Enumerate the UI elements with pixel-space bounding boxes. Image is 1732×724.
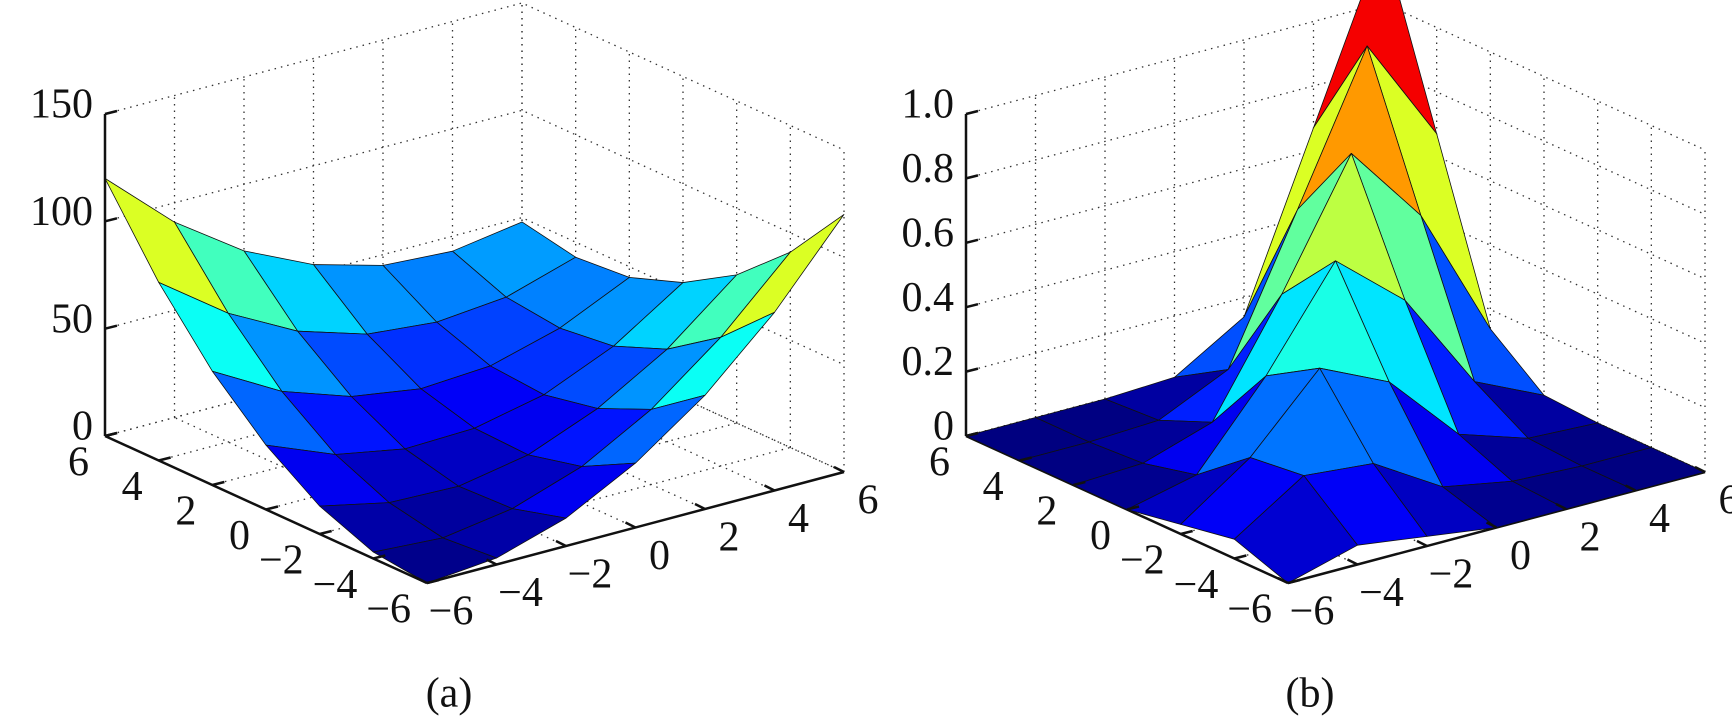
grid-line	[965, 259, 1706, 409]
x-tick	[1416, 539, 1428, 548]
y-tick	[212, 480, 225, 487]
z-tick	[104, 109, 118, 116]
x-tick-label: 2	[1580, 515, 1601, 561]
y-tick	[158, 456, 171, 462]
z-tick-label: 100	[30, 189, 93, 235]
y-tick-label: 4	[983, 464, 1004, 510]
y-tick-label: 6	[68, 440, 89, 486]
y-tick	[265, 505, 279, 511]
z-tick	[104, 217, 118, 223]
x-tick-label: −4	[498, 570, 543, 616]
z-tick-label: 0	[72, 404, 93, 450]
grid-line	[965, 66, 1706, 215]
x-tick	[1555, 502, 1567, 511]
y-tick	[373, 554, 386, 560]
x-tick-label: 0	[649, 533, 670, 579]
z-tick	[965, 174, 979, 180]
z-tick-label: 50	[51, 296, 93, 342]
y-tick	[319, 529, 332, 536]
y-tick	[1126, 505, 1140, 511]
x-tick-label: −6	[429, 589, 474, 635]
grid-line	[965, 131, 1706, 280]
x-tick	[1624, 484, 1637, 492]
z-tick	[965, 367, 979, 373]
caption: (b)	[1286, 671, 1335, 717]
x-tick-label: −6	[1290, 589, 1335, 635]
z-tick-label: 1.0	[902, 82, 955, 128]
x-tick	[1346, 558, 1359, 566]
grid-line	[965, 195, 1706, 344]
y-tick	[426, 578, 440, 585]
y-tick-label: −2	[259, 538, 304, 584]
x-tick	[555, 539, 567, 548]
x-tick	[485, 558, 498, 566]
z-tick-label: 0	[933, 404, 954, 450]
grid-line	[104, 109, 845, 258]
x-tick	[1277, 576, 1289, 585]
x-tick	[416, 576, 428, 585]
y-tick	[1180, 529, 1193, 536]
x-tick-label: 4	[788, 496, 809, 542]
x-tick-label: −2	[568, 552, 613, 598]
x-tick-label: 4	[1649, 496, 1670, 542]
z-tick-label: 0.4	[902, 275, 955, 321]
y-tick-label: 0	[229, 513, 250, 559]
grid-line	[965, 2, 1706, 151]
x-tick	[624, 521, 637, 529]
z-tick-label: 0.2	[902, 339, 955, 385]
x-tick	[833, 465, 845, 474]
z-tick	[965, 302, 979, 309]
x-tick	[763, 484, 776, 492]
y-tick-label: 0	[1090, 513, 1111, 559]
y-tick	[1019, 456, 1032, 462]
y-tick	[1234, 554, 1247, 560]
z-tick	[104, 324, 118, 330]
x-tick	[1485, 521, 1498, 529]
y-tick	[965, 431, 979, 438]
x-tick-label: 0	[1510, 533, 1531, 579]
x-tick-label: 6	[858, 478, 879, 524]
x-tick	[694, 502, 706, 511]
y-tick	[1073, 480, 1086, 487]
y-tick-label: −4	[1174, 562, 1219, 608]
z-tick-label: 0.6	[902, 210, 955, 256]
surface-patch	[372, 537, 497, 584]
x-tick-label: −4	[1359, 570, 1404, 616]
z-tick-label: 0.8	[902, 146, 955, 192]
y-tick-label: 6	[929, 440, 950, 486]
x-tick-label: 2	[719, 515, 740, 561]
caption: (a)	[426, 671, 473, 717]
x-tick	[1694, 465, 1706, 474]
x-tick-label: 6	[1719, 478, 1732, 524]
y-tick-label: 2	[1036, 489, 1057, 535]
y-tick-label: 2	[175, 489, 196, 535]
y-tick-label: −2	[1120, 538, 1165, 584]
y-tick	[104, 431, 118, 438]
z-tick-label: 150	[30, 82, 93, 128]
y-tick-label: −6	[366, 587, 411, 633]
z-tick	[965, 109, 979, 116]
y-tick-label: 4	[122, 464, 143, 510]
y-tick-label: −6	[1227, 587, 1272, 633]
x-tick-label: −2	[1429, 552, 1474, 598]
z-tick	[965, 238, 979, 245]
y-tick	[1287, 578, 1301, 585]
y-tick-label: −4	[313, 562, 358, 608]
grid-line	[104, 2, 845, 151]
surface-patch	[1233, 475, 1358, 584]
